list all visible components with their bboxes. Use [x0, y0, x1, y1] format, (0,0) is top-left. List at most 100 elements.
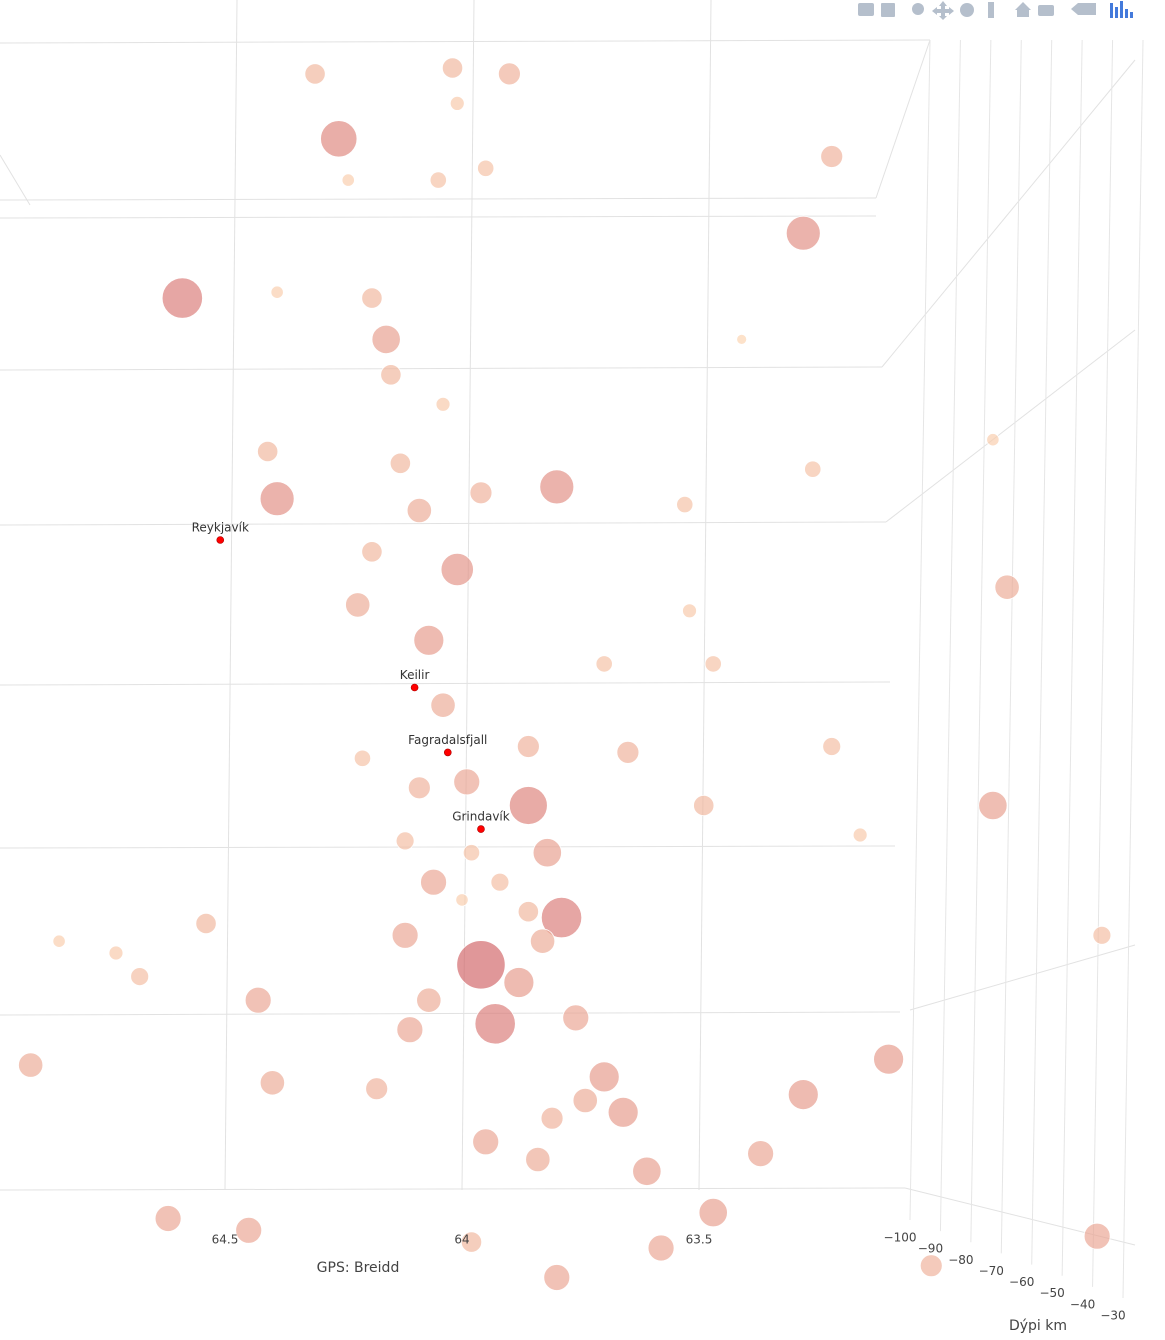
- box-line: [909, 944, 1136, 1011]
- quake-point: [416, 987, 442, 1013]
- quake-point: [588, 1061, 620, 1093]
- quake-point: [595, 655, 613, 673]
- box-line: [875, 39, 931, 199]
- quake-point: [396, 1016, 424, 1044]
- quake-point: [516, 735, 540, 758]
- z-tick-label: −80: [948, 1253, 973, 1267]
- scene-box: [0, 39, 1136, 1246]
- z-tick-label: −90: [918, 1242, 943, 1256]
- place-marker: [477, 825, 485, 833]
- quake-point: [978, 790, 1008, 821]
- quake-point: [540, 1106, 564, 1130]
- quake-point: [540, 896, 583, 939]
- quake-point: [130, 967, 150, 986]
- quake-point: [320, 120, 358, 158]
- quake-point: [259, 1070, 285, 1096]
- quake-point: [562, 1004, 590, 1032]
- quake-point: [820, 145, 844, 168]
- quake-point: [389, 452, 411, 474]
- z-axis-title: Dýpi km: [1009, 1318, 1067, 1334]
- quake-point: [380, 364, 402, 386]
- quake-point: [994, 574, 1020, 600]
- quake-point: [572, 1087, 598, 1114]
- camera-view-button[interactable]: [1038, 5, 1054, 16]
- quake-point: [873, 1043, 904, 1075]
- grid-line: [1031, 39, 1053, 1265]
- quake-point: [453, 768, 481, 796]
- quake-point: [353, 749, 372, 767]
- grid-line: [698, 0, 712, 1191]
- quake-point: [361, 541, 383, 563]
- z-tick-label: −30: [1100, 1309, 1125, 1323]
- grid-line: [1122, 39, 1144, 1299]
- box-line: [0, 215, 877, 219]
- quake-point: [469, 481, 493, 505]
- z-tick-label: −40: [1070, 1297, 1095, 1311]
- place-label: Keilir: [400, 668, 430, 682]
- save-button[interactable]: [881, 3, 895, 17]
- quake-point: [257, 440, 279, 463]
- quake-point: [852, 827, 868, 843]
- quake-point: [270, 285, 284, 299]
- grid-line: [1061, 39, 1083, 1276]
- quake-point: [787, 1079, 819, 1110]
- box-line: [0, 845, 896, 849]
- z-tick-label: −50: [1039, 1286, 1064, 1300]
- quake-point: [647, 1234, 675, 1262]
- grid-line: [909, 39, 931, 1221]
- box-line: [0, 366, 883, 371]
- quake-point: [462, 844, 481, 862]
- x-axis-title: GPS: Breidd: [317, 1260, 400, 1276]
- x-tick-label: 63.5: [686, 1233, 713, 1247]
- quake-point: [345, 592, 371, 618]
- grid: [224, 0, 1144, 1299]
- points: [18, 57, 1112, 1291]
- quake-point: [407, 776, 431, 800]
- x-tick-label: 64: [454, 1233, 469, 1247]
- turntable-button[interactable]: [988, 2, 994, 18]
- grid-line: [1092, 39, 1114, 1287]
- quake-point: [785, 215, 821, 251]
- quake-point: [532, 838, 562, 868]
- hover-button[interactable]: [1071, 3, 1096, 15]
- quake-point: [365, 1077, 389, 1101]
- quake-point: [161, 277, 203, 319]
- quake-point: [919, 1254, 943, 1278]
- quake-point: [525, 1146, 551, 1173]
- z-tick-label: −60: [1009, 1275, 1034, 1289]
- quake-point: [455, 893, 469, 907]
- quake-point: [259, 481, 295, 517]
- quake-point: [822, 737, 842, 756]
- quake-point: [456, 940, 506, 990]
- plotly-logo[interactable]: [1110, 1, 1133, 18]
- place-marker: [216, 536, 225, 544]
- box-line: [0, 1011, 901, 1016]
- pan-button[interactable]: [932, 1, 954, 20]
- home-button[interactable]: [1015, 2, 1031, 17]
- quake-point: [472, 1128, 500, 1156]
- camera-button[interactable]: [858, 3, 874, 16]
- grid-line: [224, 0, 238, 1191]
- zoom-button[interactable]: [912, 3, 924, 15]
- toolbar: [858, 1, 1133, 20]
- quake-point: [361, 287, 383, 309]
- grid-line: [970, 39, 992, 1243]
- orbit-button[interactable]: [960, 3, 974, 17]
- quake-point: [682, 603, 697, 619]
- z-tick-label: −100: [884, 1231, 917, 1245]
- quake-point: [747, 1140, 775, 1167]
- box-line: [885, 329, 1136, 523]
- quake-point: [693, 794, 715, 817]
- quake-point: [508, 786, 548, 825]
- box-line: [0, 521, 887, 526]
- quake-point: [244, 986, 272, 1014]
- grid-line: [939, 39, 961, 1232]
- quake-point: [529, 928, 556, 954]
- box-line: [0, 154, 31, 206]
- place-label: Reykjavík: [192, 521, 249, 535]
- quake-point: [195, 912, 217, 935]
- box-line: [0, 197, 877, 201]
- quake-point: [440, 552, 474, 587]
- quake-point: [676, 495, 694, 514]
- quake-point: [1092, 925, 1112, 945]
